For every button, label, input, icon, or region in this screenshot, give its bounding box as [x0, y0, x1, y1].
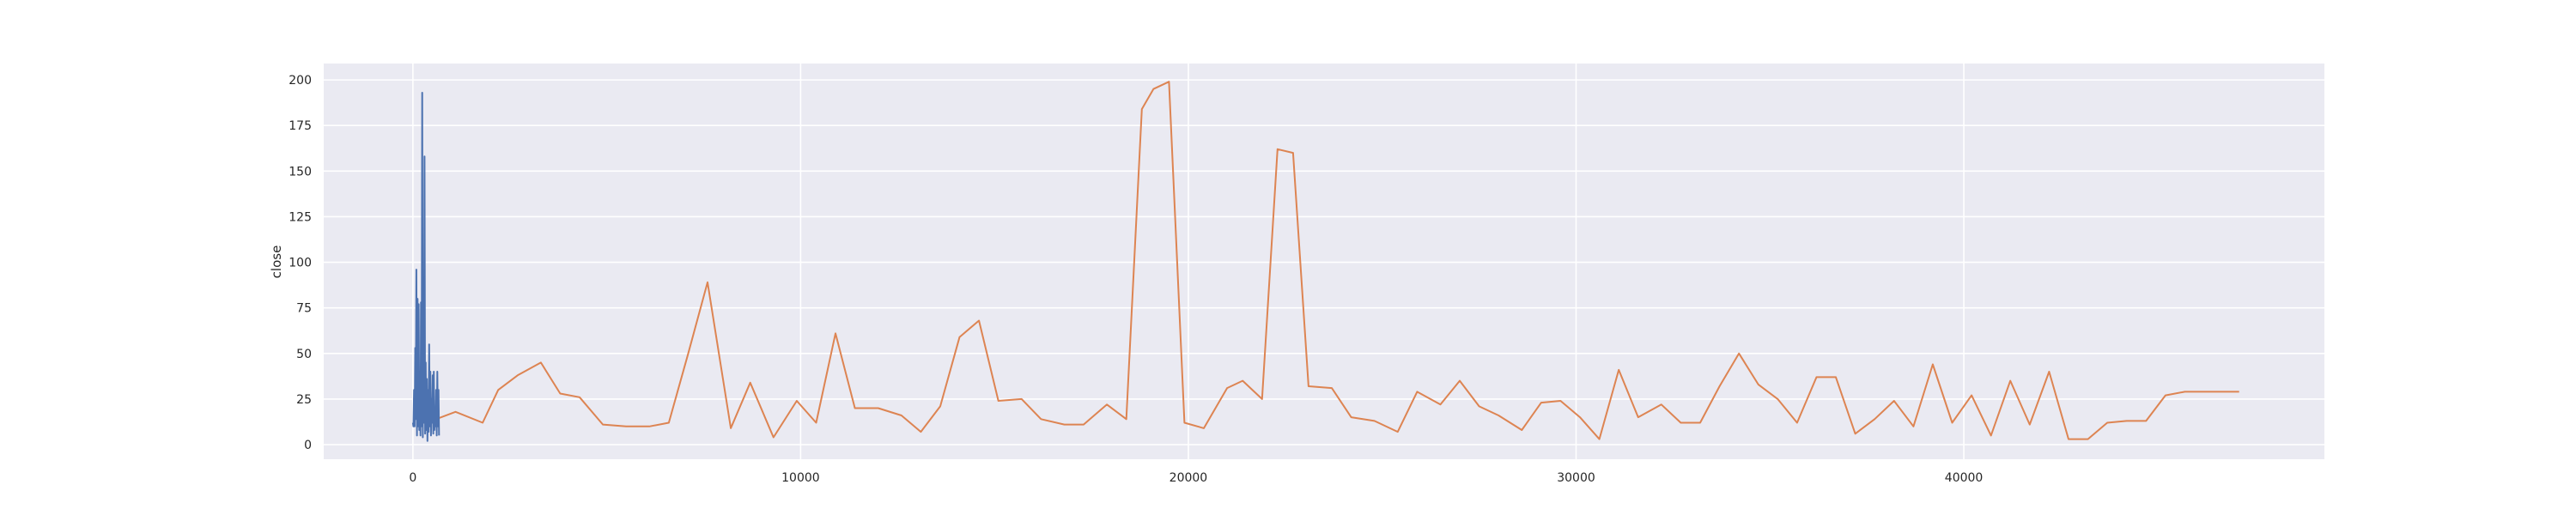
- y-tick-label: 100: [289, 257, 312, 270]
- x-tick-label: 0: [409, 471, 416, 485]
- x-tick-label: 20000: [1170, 471, 1208, 485]
- x-tick-label: 30000: [1557, 471, 1595, 485]
- y-tick-label: 50: [296, 348, 312, 361]
- series-layer: [411, 81, 2239, 442]
- y-tick-label: 200: [289, 74, 312, 88]
- y-tick-label: 0: [304, 439, 312, 452]
- plot-background: [324, 64, 2324, 459]
- y-axis-label: close: [269, 245, 284, 279]
- y-tick-labels: 0 25 50 75 100 125 150 175 200: [289, 74, 312, 452]
- series-line-2: [435, 81, 2239, 440]
- x-tick-label: 40000: [1945, 471, 1984, 485]
- series-line-1: [411, 92, 440, 442]
- y-tick-label: 175: [289, 119, 312, 133]
- y-gridlines: [324, 79, 2324, 445]
- x-tick-labels: 0 10000 20000 30000 40000: [409, 471, 1983, 485]
- y-tick-label: 150: [289, 165, 312, 179]
- x-tick-label: 10000: [781, 471, 820, 485]
- x-gridlines: [412, 64, 1965, 459]
- y-tick-label: 25: [296, 393, 312, 407]
- y-tick-label: 125: [289, 210, 312, 224]
- y-tick-label: 75: [296, 302, 312, 316]
